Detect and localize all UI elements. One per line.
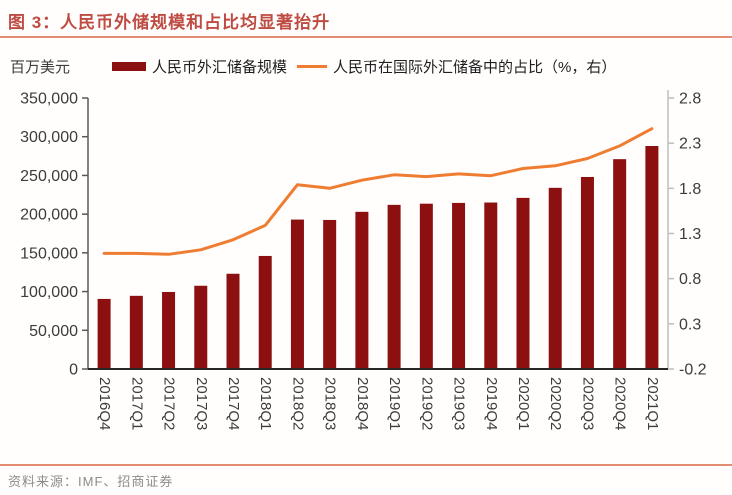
- footer-divider: [0, 464, 732, 466]
- bar-2019Q2: [419, 203, 433, 369]
- chart-title: 图 3：人民币外储规模和占比均显著抬升: [8, 13, 331, 32]
- left-axis-tick-label: 250,000: [20, 168, 78, 185]
- x-axis-label-2020Q2: 2020Q2: [547, 377, 564, 430]
- x-axis-label-2020Q1: 2020Q1: [515, 377, 532, 430]
- share-line: [102, 127, 654, 256]
- x-axis-label-2018Q1: 2018Q1: [257, 377, 274, 430]
- right-axis-tick-label: 2.3: [679, 136, 701, 153]
- left-axis-tick-label: 150,000: [20, 245, 78, 262]
- x-axis-label-2017Q1: 2017Q1: [128, 377, 145, 430]
- bar-2019Q4: [484, 202, 498, 369]
- bar-2018Q2: [290, 219, 304, 369]
- x-axis-label-2019Q3: 2019Q3: [451, 377, 468, 430]
- bar-2020Q3: [580, 176, 594, 369]
- bar-2018Q3: [323, 219, 337, 369]
- bar-2018Q4: [355, 211, 369, 369]
- right-axis-tick-label: 2.8: [679, 91, 701, 108]
- x-axis-label-2016Q4: 2016Q4: [96, 377, 113, 430]
- x-axis-label-2018Q4: 2018Q4: [354, 377, 371, 430]
- bar-2017Q4: [226, 273, 240, 369]
- left-axis-tick-label: 300,000: [20, 129, 78, 146]
- bar-2020Q4: [613, 159, 627, 369]
- left-axis-tick-label: 350,000: [20, 91, 78, 108]
- bar-2020Q2: [548, 187, 562, 369]
- x-axis-label-2020Q4: 2020Q4: [612, 377, 629, 430]
- right-axis-tick-label: 0.3: [679, 316, 701, 333]
- left-axis-tick-label: 200,000: [20, 207, 78, 224]
- left-axis-tick-label: 100,000: [20, 284, 78, 301]
- line-swatch-icon: [297, 65, 328, 68]
- x-axis-label-2017Q2: 2017Q2: [161, 377, 178, 430]
- bar-2017Q3: [194, 285, 208, 369]
- x-axis-label-2019Q2: 2019Q2: [418, 377, 435, 430]
- x-axis-label-2018Q2: 2018Q2: [289, 377, 306, 430]
- bar-2019Q3: [452, 202, 466, 369]
- x-axis-label-2019Q4: 2019Q4: [483, 377, 500, 430]
- left-axis-unit-label: 百万美元: [10, 59, 71, 76]
- right-axis-tick-label: 1.8: [679, 181, 701, 198]
- bar-2019Q1: [387, 204, 401, 369]
- combo-chart: 350,000 300,000 250,000 200,000 150,000 100,0…: [20, 90, 707, 430]
- left-axis-tick-label: 0: [69, 362, 78, 379]
- x-axis-label-2018Q3: 2018Q3: [322, 377, 339, 430]
- right-axis-tick-label: 0.8: [679, 271, 701, 288]
- bar-2020Q1: [516, 197, 530, 369]
- bar-swatch-icon: [112, 62, 147, 71]
- x-axis-label-2019Q1: 2019Q1: [386, 377, 403, 430]
- legend-item-line-series: 人民币在国际外汇储备中的占比（%，右）: [297, 56, 616, 77]
- source-note: 资料来源：IMF、招商证券: [8, 474, 174, 489]
- title-divider: [0, 36, 732, 38]
- legend-bar-label: 人民币外汇储备规模: [152, 59, 288, 76]
- x-axis-label-2017Q4: 2017Q4: [225, 377, 242, 430]
- left-axis-tick-label: 50,000: [29, 323, 78, 340]
- legend: 百万美元 人民币外汇储备规模 人民币在国际外汇储备中的占比（%，右）: [10, 56, 726, 77]
- right-axis-tick-label: 1.3: [679, 226, 701, 243]
- x-axis-label-2021Q1: 2021Q1: [644, 377, 661, 430]
- x-axis-label-2020Q3: 2020Q3: [579, 377, 596, 430]
- right-axis-tick-label: -0.2: [679, 362, 707, 379]
- legend-line-label: 人民币在国际外汇储备中的占比（%，右）: [333, 59, 617, 76]
- bar-2016Q4: [97, 298, 111, 369]
- bar-2017Q2: [162, 291, 176, 369]
- legend-item-bar-series: 人民币外汇储备规模: [112, 56, 287, 77]
- bar-2017Q1: [129, 295, 143, 369]
- bar-2021Q1: [645, 146, 659, 369]
- x-axis-label-2017Q3: 2017Q3: [193, 377, 210, 430]
- bar-2018Q1: [258, 255, 272, 369]
